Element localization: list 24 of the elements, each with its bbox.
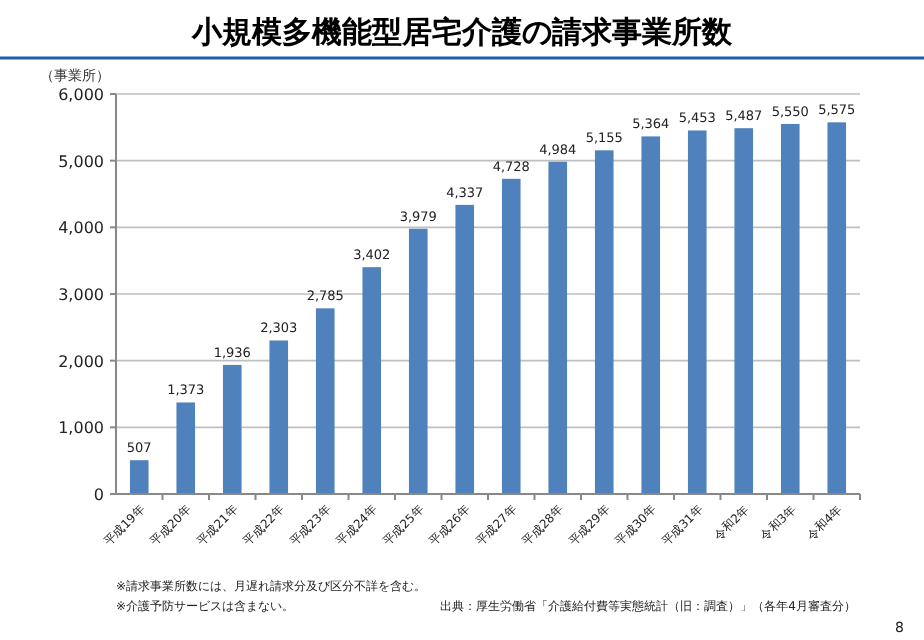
y-tick-label: 5,000 bbox=[58, 152, 104, 171]
bar bbox=[455, 204, 475, 494]
bar bbox=[548, 161, 568, 494]
bar bbox=[734, 128, 754, 494]
bar bbox=[687, 130, 707, 494]
bar bbox=[176, 402, 196, 494]
bar bbox=[827, 122, 847, 494]
chart-title: 小規模多機能型居宅介護の請求事業所数 bbox=[190, 14, 734, 50]
bar bbox=[362, 267, 382, 494]
bar bbox=[501, 178, 521, 494]
bar bbox=[315, 308, 335, 494]
bar bbox=[641, 136, 661, 494]
bar bbox=[594, 150, 614, 494]
bar bbox=[129, 460, 149, 494]
y-tick-label: 4,000 bbox=[58, 219, 104, 238]
bar bbox=[780, 124, 800, 494]
y-tick-label: 6,000 bbox=[58, 86, 104, 104]
bar bbox=[269, 340, 289, 494]
bar bbox=[222, 364, 242, 494]
y-tick-label: 1,000 bbox=[58, 419, 104, 438]
y-tick-label: 3,000 bbox=[58, 286, 104, 304]
bar bbox=[408, 228, 428, 494]
y-tick-label: 2,000 bbox=[58, 352, 104, 371]
y-tick-label: 0 bbox=[93, 486, 104, 504]
